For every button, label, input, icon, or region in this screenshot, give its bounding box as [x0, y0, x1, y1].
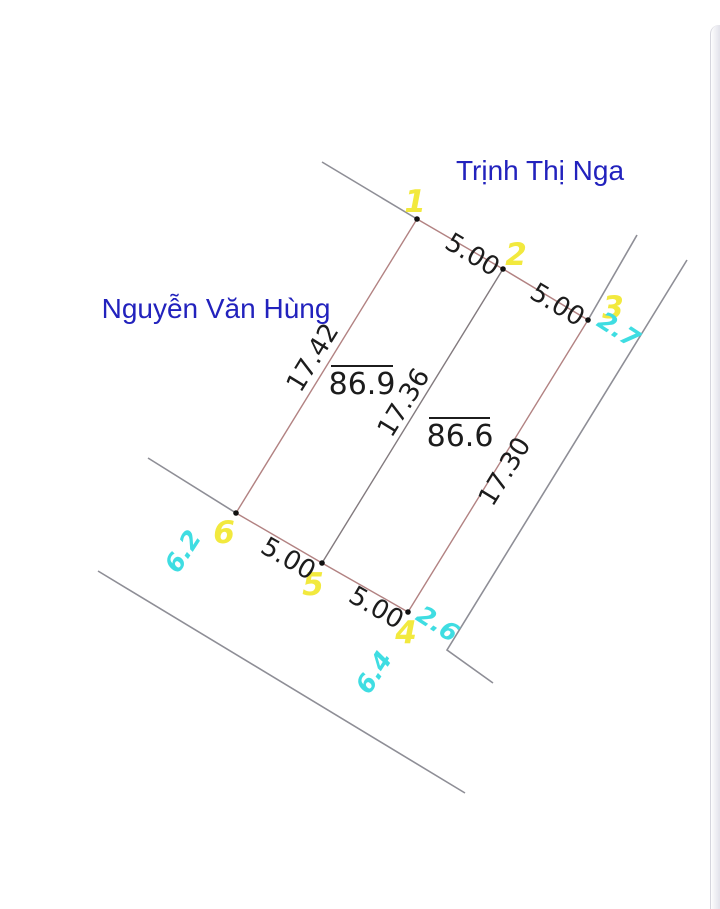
vertex-dots [233, 216, 591, 615]
area-left-parcel: 86.9 [329, 367, 396, 402]
area-right-parcel: 86.6 [427, 419, 494, 454]
boundary-right-edge [407, 319, 589, 613]
vertex-number-4: 4 [394, 615, 417, 651]
parcel-divider-line [321, 268, 504, 564]
vertex-dot-4 [405, 609, 411, 615]
vertex-number-2: 2 [505, 237, 527, 273]
road-width-at-3: 2.7 [592, 306, 645, 355]
vertex-number-3: 3 [602, 290, 624, 326]
road-line-top-extension [321, 161, 418, 220]
road-width-near-5: 6.4 [350, 646, 398, 699]
vertex-dot-2 [500, 266, 506, 272]
dimension-2-3: 5.00 [525, 277, 590, 333]
vertex-number-5: 5 [302, 567, 324, 603]
road-line-far-right-edge [445, 259, 688, 684]
vertex-dot-5 [319, 560, 325, 566]
road-width-near-6: 6.2 [159, 525, 207, 578]
vertex-dot-6 [233, 510, 239, 516]
road-width-at-4: 2.6 [411, 600, 464, 648]
dimension-1-2: 5.00 [440, 227, 505, 283]
parcel-area-labels: 86.9 86.6 [329, 365, 494, 454]
photo-edge-shadow [710, 25, 720, 909]
road-line-right-extension [587, 234, 638, 321]
road-line-bottom-extension [147, 457, 237, 514]
vertex-number-6: 6 [213, 515, 235, 551]
boundary-left-edge [235, 218, 418, 514]
owner-name-left: Nguyễn Văn Hùng [102, 293, 331, 324]
vertex-number-1: 1 [404, 184, 426, 220]
vertex-dot-3 [585, 317, 591, 323]
vertex-dot-1 [414, 216, 420, 222]
road-line-far-bottom-edge [97, 570, 466, 794]
owner-name-top: Trịnh Thị Nga [456, 155, 624, 186]
edge-dimension-labels: 5.00 5.00 5.00 5.00 17.42 17.36 17.30 [255, 227, 589, 635]
road-lines [97, 161, 688, 794]
vertex-numbers: 1 2 3 4 5 6 [213, 184, 624, 651]
